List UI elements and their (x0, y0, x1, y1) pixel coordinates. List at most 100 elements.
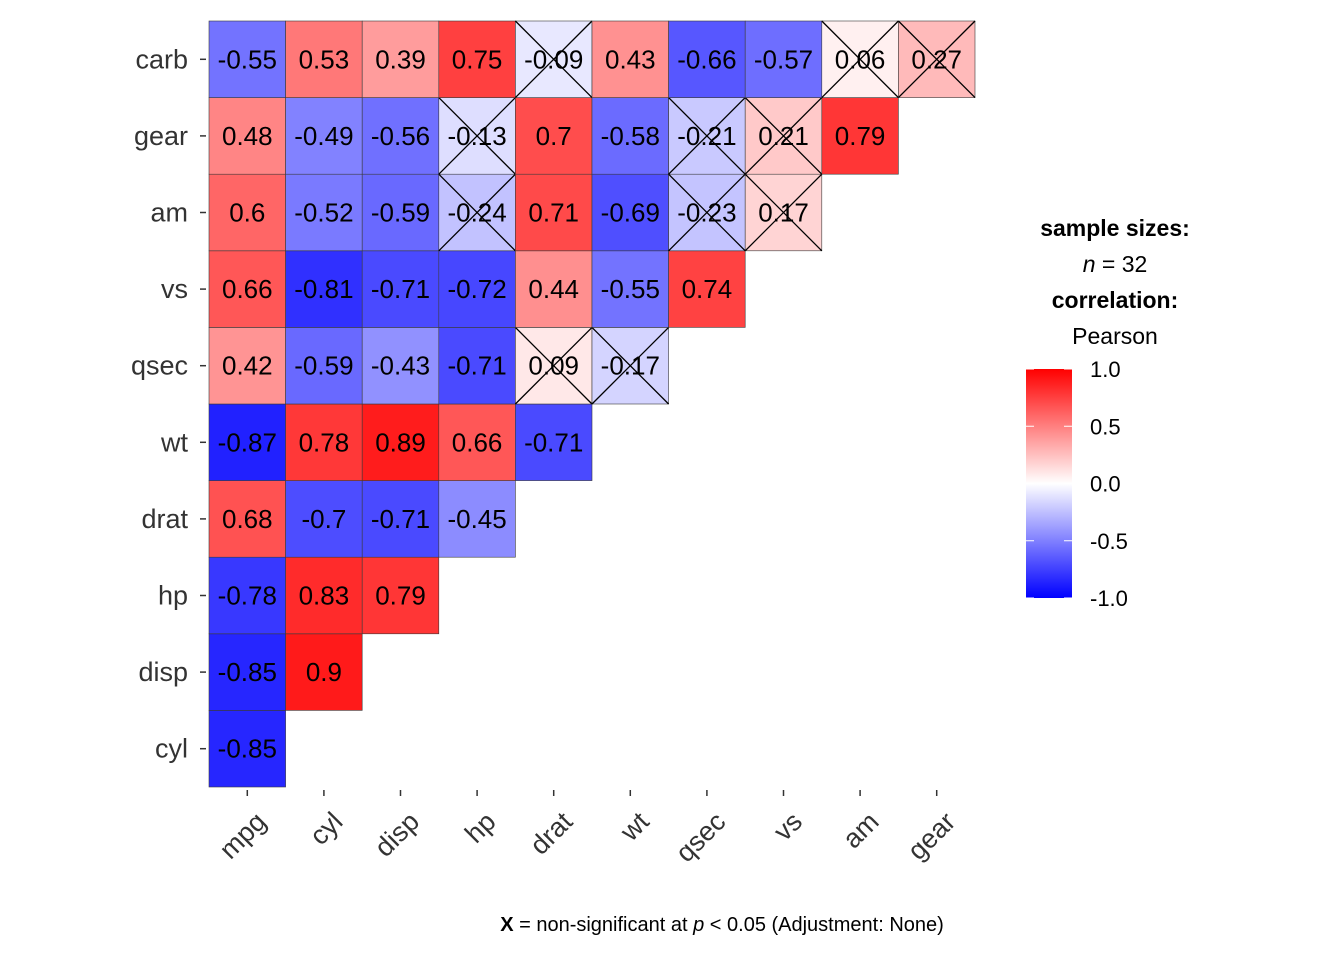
heatmap-cell-vs-qsec (668, 250, 746, 328)
heatmap-cell-drat-disp (361, 480, 440, 558)
cell-value-wt-disp: 0.89 (375, 427, 426, 457)
heatmap-cell-am-mpg (208, 173, 286, 252)
legend-tick-label-1.0: 1.0 (1090, 357, 1121, 382)
legend-n-value: = 32 (1095, 251, 1148, 277)
cell-value-hp-disp: 0.79 (375, 581, 426, 611)
x-tick-label-qsec: qsec (670, 806, 732, 868)
nonsig-cross-b-am-hp (438, 173, 516, 252)
heatmap-cell-vs-hp (438, 250, 516, 328)
heatmap-cell-carb-wt (591, 20, 669, 98)
y-tick-label-hp: hp (158, 581, 188, 611)
heatmap-cell-gear-wt (591, 97, 669, 175)
heatmap-cell-wt-disp (361, 403, 440, 481)
heatmap-cell-vs-cyl (285, 250, 363, 328)
x-tick-label-vs: vs (768, 806, 808, 846)
cell-value-vs-mpg: 0.66 (222, 274, 273, 304)
cell-value-cyl-mpg: -0.85 (218, 734, 277, 764)
cell-value-am-cyl: -0.52 (294, 198, 353, 228)
cell-value-qsec-mpg: 0.42 (222, 351, 273, 381)
cell-value-drat-disp: -0.71 (371, 504, 430, 534)
heatmap-cell-vs-drat (515, 250, 593, 328)
y-tick-label-qsec: qsec (131, 351, 188, 381)
heatmap-cell-carb-hp (438, 20, 516, 98)
caption-p-symbol: p (693, 914, 705, 936)
cell-value-wt-cyl: 0.78 (299, 427, 350, 457)
heatmap-cell-qsec-mpg (208, 327, 286, 405)
cell-value-gear-am: 0.79 (835, 121, 886, 151)
y-tick-label-gear: gear (134, 121, 188, 151)
heatmap-cell-hp-disp (361, 556, 440, 635)
heatmap-cell-vs-wt (591, 250, 669, 328)
x-tick-label-mpg: mpg (214, 806, 272, 864)
caption-x-mark: X (500, 914, 514, 936)
heatmap-cell-am-drat (515, 173, 593, 252)
x-tick-label-hp: hp (459, 806, 501, 848)
legend-text-block: sample sizes: n = 32 correlation: Pearso… (1000, 210, 1230, 354)
cell-value-carb-vs: -0.57 (754, 44, 813, 74)
heatmap-cell-qsec-disp (361, 327, 440, 405)
cell-value-carb-cyl: 0.53 (299, 44, 350, 74)
x-tick-label-gear: gear (902, 806, 961, 865)
heatmap-cell-qsec-cyl (285, 327, 363, 405)
chart-caption: X = non-significant at p < 0.05 (Adjustm… (0, 914, 1344, 937)
heatmap-cell-gear-am (821, 97, 899, 175)
heatmap-cell-hp-mpg (208, 556, 286, 635)
cell-value-vs-qsec: 0.74 (682, 274, 733, 304)
cell-value-wt-hp: 0.66 (452, 427, 503, 457)
legend-correlation-method: Pearson (1072, 323, 1158, 349)
x-tick-label-wt: wt (614, 806, 655, 847)
cell-value-carb-disp: 0.39 (375, 44, 426, 74)
cell-value-gear-drat: 0.7 (536, 121, 572, 151)
y-tick-label-drat: drat (141, 504, 188, 534)
heatmap-cell-gear-disp (361, 97, 440, 175)
heatmap-cell-gear-mpg (208, 97, 286, 175)
heatmap-cell-gear-cyl (285, 97, 363, 175)
heatmap-cell-vs-disp (361, 250, 440, 328)
heatmap-cell-carb-vs (744, 20, 823, 98)
heatmap-cell-carb-qsec (668, 20, 746, 98)
nonsig-cross-b-am-qsec (668, 173, 746, 252)
x-tick-label-disp: disp (369, 806, 425, 862)
y-tick-label-cyl: cyl (155, 734, 188, 764)
heatmap-cell-carb-cyl (285, 20, 363, 98)
nonsig-cross-b-carb-drat (514, 20, 593, 99)
heatmap-cell-drat-hp (438, 480, 516, 558)
nonsig-cross-b-gear-qsec (668, 97, 746, 175)
x-tick-label-drat: drat (524, 806, 578, 860)
cell-value-vs-cyl: -0.81 (294, 274, 353, 304)
nonsig-cross-b-qsec-wt (591, 326, 670, 405)
nonsig-cross-b-carb-am (821, 20, 899, 99)
heatmap-cell-am-cyl (285, 173, 363, 252)
heatmap-cell-gear-drat (515, 97, 593, 175)
legend-correlation-title: correlation: (1051, 287, 1179, 313)
cell-value-hp-mpg: -0.78 (218, 581, 277, 611)
cell-value-drat-mpg: 0.68 (222, 504, 273, 534)
cell-value-carb-hp: 0.75 (452, 44, 503, 74)
legend-tick-label-0.5: 0.5 (1090, 414, 1121, 439)
cell-value-vs-hp: -0.72 (447, 274, 506, 304)
cell-value-gear-wt: -0.58 (601, 121, 660, 151)
y-tick-label-carb: carb (135, 44, 188, 74)
caption-text-after-p: < 0.05 (Adjustment: None) (704, 914, 944, 936)
nonsig-cross-b-qsec-drat (514, 326, 593, 405)
legend-tick-label--0.5: -0.5 (1090, 529, 1128, 554)
heatmap-cell-carb-disp (361, 20, 440, 98)
x-tick-label-cyl: cyl (304, 806, 349, 851)
y-tick-label-am: am (150, 198, 188, 228)
legend-n-symbol: n (1082, 251, 1096, 277)
cell-value-qsec-hp: -0.71 (447, 351, 506, 381)
legend-sample-sizes-title: sample sizes: (1040, 215, 1190, 241)
heatmap-cell-drat-cyl (285, 480, 363, 558)
y-tick-label-wt: wt (160, 427, 188, 457)
legend-tick-label--1.0: -1.0 (1090, 586, 1128, 611)
cell-value-wt-mpg: -0.87 (218, 427, 277, 457)
cell-value-disp-mpg: -0.85 (218, 657, 277, 687)
heatmap-cell-drat-mpg (208, 480, 286, 558)
x-tick-label-am: am (837, 806, 885, 854)
heatmap-cell-vs-mpg (208, 250, 286, 328)
cell-value-drat-cyl: -0.7 (301, 504, 346, 534)
cell-value-am-wt: -0.69 (601, 198, 660, 228)
cell-value-drat-hp: -0.45 (447, 504, 506, 534)
cell-value-gear-mpg: 0.48 (222, 121, 273, 151)
cell-value-gear-cyl: -0.49 (294, 121, 353, 151)
